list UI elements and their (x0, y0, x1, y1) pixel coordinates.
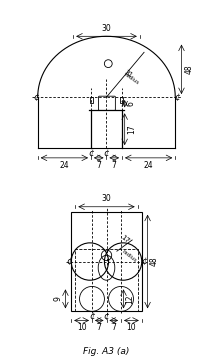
Text: 30: 30 (102, 194, 111, 203)
Text: ¢: ¢ (66, 257, 72, 266)
Text: ¢: ¢ (141, 257, 147, 266)
Text: 17: 17 (119, 234, 130, 244)
Text: 6: 6 (127, 101, 136, 106)
Text: 12: 12 (125, 294, 134, 303)
Text: 31: 31 (122, 69, 133, 79)
Text: radius: radius (123, 72, 140, 86)
Text: ¢: ¢ (33, 94, 39, 103)
Bar (75, 249, 138, 311)
Text: ¢: ¢ (104, 312, 109, 321)
Bar (71, 212, 142, 311)
Text: ¢: ¢ (88, 149, 94, 158)
Text: 30: 30 (102, 24, 111, 33)
Text: 17: 17 (127, 125, 136, 134)
Text: 10: 10 (127, 323, 136, 332)
Text: 9: 9 (54, 296, 63, 301)
Text: 48: 48 (184, 64, 193, 74)
Text: 48: 48 (150, 257, 159, 266)
Text: 7: 7 (96, 161, 101, 170)
Text: Fig. A3 (a): Fig. A3 (a) (83, 347, 130, 356)
Text: 24: 24 (60, 161, 69, 170)
Bar (89, 97, 93, 103)
Text: 7: 7 (97, 323, 102, 332)
Text: ¢: ¢ (89, 312, 95, 321)
Text: 7: 7 (111, 323, 116, 332)
Text: ¢: ¢ (174, 94, 180, 103)
Text: radius: radius (121, 249, 138, 264)
Text: 24: 24 (144, 161, 153, 170)
Text: ¢: ¢ (104, 149, 109, 158)
Bar (120, 97, 124, 103)
Text: 7: 7 (112, 161, 117, 170)
Text: 10: 10 (77, 323, 86, 332)
